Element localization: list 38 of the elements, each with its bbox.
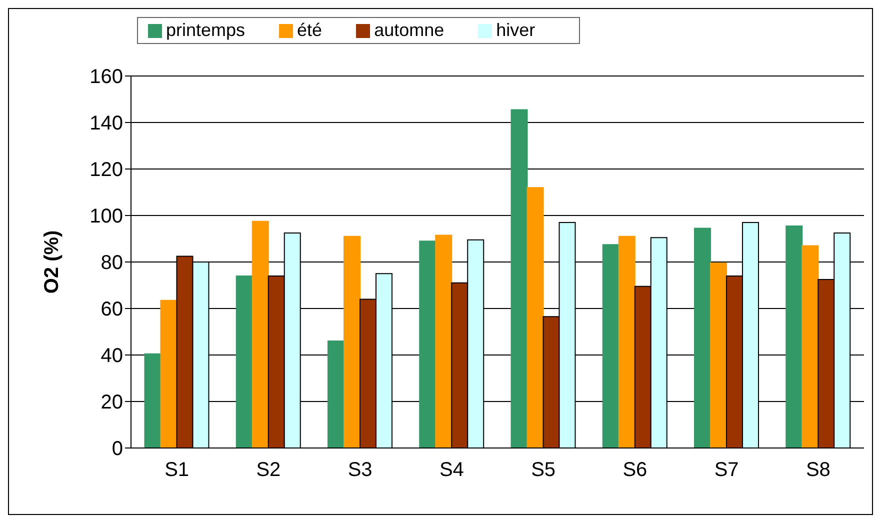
bar xyxy=(252,220,269,448)
y-tick-label: 0 xyxy=(112,438,123,460)
bar xyxy=(510,109,528,448)
bar xyxy=(710,262,727,448)
y-tick-label: 60 xyxy=(100,298,123,321)
x-tick-label: S3 xyxy=(348,459,372,482)
bar xyxy=(435,234,452,448)
x-tick-label: S4 xyxy=(439,459,464,482)
x-tick-label: S7 xyxy=(714,459,739,482)
bar xyxy=(144,353,162,448)
y-tick-label: 40 xyxy=(100,345,123,368)
legend-label: printemps xyxy=(166,20,246,40)
x-tick-label: S2 xyxy=(256,459,281,482)
bar xyxy=(160,300,178,448)
legend-label: hiver xyxy=(496,20,536,40)
y-tick-label: 120 xyxy=(90,159,123,182)
x-tick-label: S6 xyxy=(622,459,648,482)
x-tick-label: S8 xyxy=(806,459,830,482)
y-tick-label: 100 xyxy=(90,206,123,228)
bar xyxy=(343,236,360,448)
bar xyxy=(236,275,253,448)
bar xyxy=(419,240,436,448)
y-tick-label: 140 xyxy=(90,112,123,135)
bar xyxy=(602,244,620,448)
bar xyxy=(526,187,544,448)
y-tick-label: 20 xyxy=(100,392,123,414)
x-tick-label: S1 xyxy=(164,459,190,482)
bar xyxy=(802,245,819,448)
x-tick-label: S5 xyxy=(531,459,556,482)
y-axis-title: O2 (%) xyxy=(41,230,64,294)
bar xyxy=(694,228,711,448)
legend-label: automne xyxy=(374,20,444,40)
y-tick-label: 80 xyxy=(100,252,123,274)
legend-label: été xyxy=(297,20,322,40)
bar xyxy=(618,236,636,448)
y-tick-label: 160 xyxy=(90,66,123,88)
bar xyxy=(327,340,344,448)
bar xyxy=(786,225,803,448)
